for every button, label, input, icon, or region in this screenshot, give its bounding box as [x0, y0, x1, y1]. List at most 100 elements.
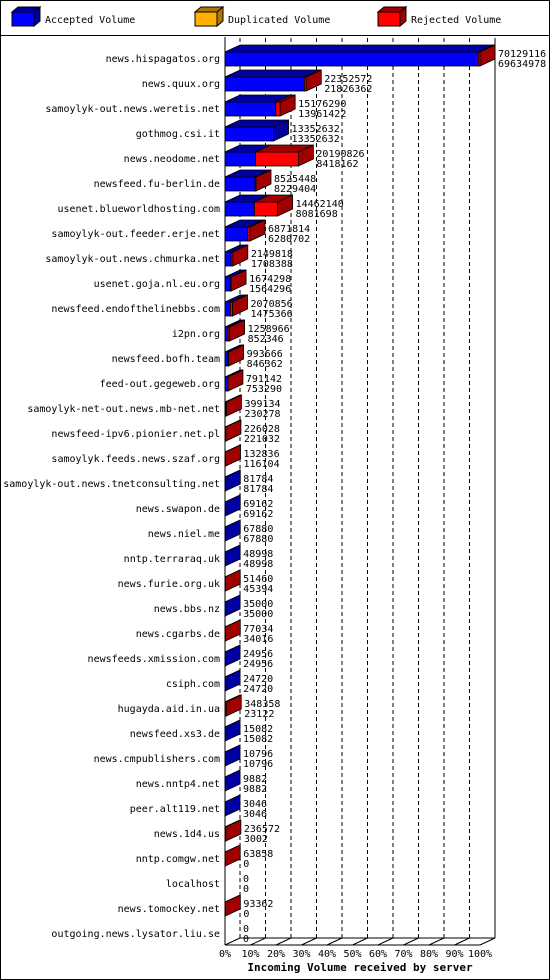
bar	[224, 376, 229, 392]
accepted-label: 3002	[244, 834, 268, 845]
tick-diagonal	[403, 937, 419, 946]
tick-diagonal	[275, 937, 292, 946]
tick-diagonal	[352, 937, 368, 946]
accepted-label: 35000	[243, 609, 273, 620]
bar	[224, 126, 274, 142]
y-tick-label: hugayda.aid.in.ua	[118, 704, 220, 715]
accepted-label: 3046	[243, 809, 267, 820]
total-label: 93362	[243, 899, 273, 910]
total-label: 399134	[244, 399, 280, 410]
accepted-label: 852346	[248, 334, 284, 345]
bar-side	[225, 419, 242, 442]
total-label: 24720	[243, 674, 273, 685]
y-tick-label: news.cmpublishers.com	[94, 754, 220, 765]
x-tick-label: 90%	[445, 949, 463, 960]
bar-side	[224, 544, 241, 567]
bar	[224, 226, 249, 242]
y-tick-label: newsfeed.xs3.de	[130, 729, 220, 740]
accepted-label: 9882	[243, 784, 267, 795]
total-label: 3046	[243, 799, 267, 810]
bar-side	[232, 244, 249, 267]
y-tick-label: localhost	[166, 879, 220, 890]
bar	[224, 276, 232, 292]
tick-diagonal	[224, 937, 241, 946]
tick-diagonal	[301, 937, 317, 946]
y-tick-label: news.bbs.nz	[154, 604, 220, 615]
y-tick-label: news.quux.org	[142, 79, 220, 90]
total-label: 77034	[243, 624, 273, 635]
y-tick-label: samoylyk-net-out.news.mb-net.net	[27, 404, 220, 415]
bar-side	[225, 819, 242, 842]
x-tick-label: 20%	[267, 949, 285, 960]
bar-side	[273, 119, 289, 142]
y-tick-label: news.hispagatos.org	[106, 54, 220, 65]
y-tick-label: newsfeed.bofh.team	[112, 354, 220, 365]
y-tick-label: gothmog.csi.it	[136, 129, 220, 140]
legend-swatch-side	[33, 5, 41, 28]
y-tick-label: samoylyk-out.news.tnetconsulting.net	[3, 479, 220, 490]
total-label: 9882	[243, 774, 267, 785]
total-label: 2149818	[251, 249, 293, 260]
y-tick-label: news.furie.org.uk	[118, 579, 220, 590]
total-label: 6871814	[268, 224, 310, 235]
bar-side	[277, 194, 293, 217]
bar-side	[224, 594, 241, 617]
total-label: 67880	[243, 524, 273, 535]
legend-swatch	[11, 11, 35, 27]
y-tick-label: nntp.terraraq.uk	[124, 554, 220, 565]
bar-side	[224, 494, 241, 517]
tick-diagonal	[377, 937, 394, 946]
x-tick-label: 80%	[420, 949, 438, 960]
y-tick-label: usenet.blueworldhosting.com	[57, 204, 220, 215]
bar-side	[298, 144, 314, 167]
total-label: 63858	[243, 849, 273, 860]
total-label: 993666	[247, 349, 283, 360]
accepted-label: 0	[243, 884, 249, 895]
accepted-label: 13352632	[292, 134, 340, 145]
bar-side	[225, 444, 241, 467]
total-label: 0	[243, 924, 249, 935]
accepted-label: 24720	[243, 684, 273, 695]
total-label: 10796	[243, 749, 273, 760]
y-tick-label: samoylyk-out.news.weretis.net	[45, 104, 220, 115]
bar	[224, 151, 257, 167]
y-tick-label: samoylyk-out.news.chmurka.net	[45, 254, 220, 265]
x-tick-label: 50%	[343, 949, 361, 960]
y-tick-label: news.1d4.us	[154, 829, 220, 840]
x-tick-label: 30%	[292, 949, 310, 960]
tick-diagonal	[250, 937, 266, 946]
y-tick-label: news.swapon.de	[136, 504, 220, 515]
accepted-label: 846362	[247, 359, 283, 370]
legend-label: Duplicated Volume	[228, 15, 330, 26]
bar-side	[224, 744, 241, 767]
y-tick-label: feed-out.gegeweb.org	[100, 379, 220, 390]
accepted-label: 48998	[243, 559, 273, 570]
tick-diagonal	[326, 937, 343, 946]
bar-top	[224, 69, 320, 78]
y-tick-label: newsfeed-ipv6.pionier.net.pl	[51, 429, 220, 440]
total-label: 24956	[243, 649, 273, 660]
accepted-label: 6280702	[268, 234, 310, 245]
accepted-label: 0	[243, 909, 249, 920]
bar	[255, 151, 299, 167]
y-tick-label: csiph.com	[166, 679, 220, 690]
total-label: 1258966	[248, 324, 290, 335]
bar-side	[224, 719, 241, 742]
total-label: 81784	[243, 474, 273, 485]
accepted-label: 24956	[243, 659, 273, 670]
y-tick-label: samoylyk.feeds.news.szaf.org	[51, 454, 220, 465]
accepted-label: 753290	[246, 384, 282, 395]
accepted-label: 0	[243, 859, 249, 870]
accepted-label: 8229404	[274, 184, 316, 195]
y-tick-label: usenet.goja.nl.eu.org	[94, 279, 220, 290]
bar-side	[224, 619, 241, 642]
tick-diagonal	[479, 937, 496, 946]
bar-side	[229, 319, 245, 342]
bar	[224, 51, 479, 67]
total-label: 1674298	[249, 274, 291, 285]
bar	[224, 201, 255, 217]
total-label: 13352632	[292, 124, 340, 135]
total-label: 51460	[243, 574, 273, 585]
legend-label: Rejected Volume	[411, 15, 501, 26]
